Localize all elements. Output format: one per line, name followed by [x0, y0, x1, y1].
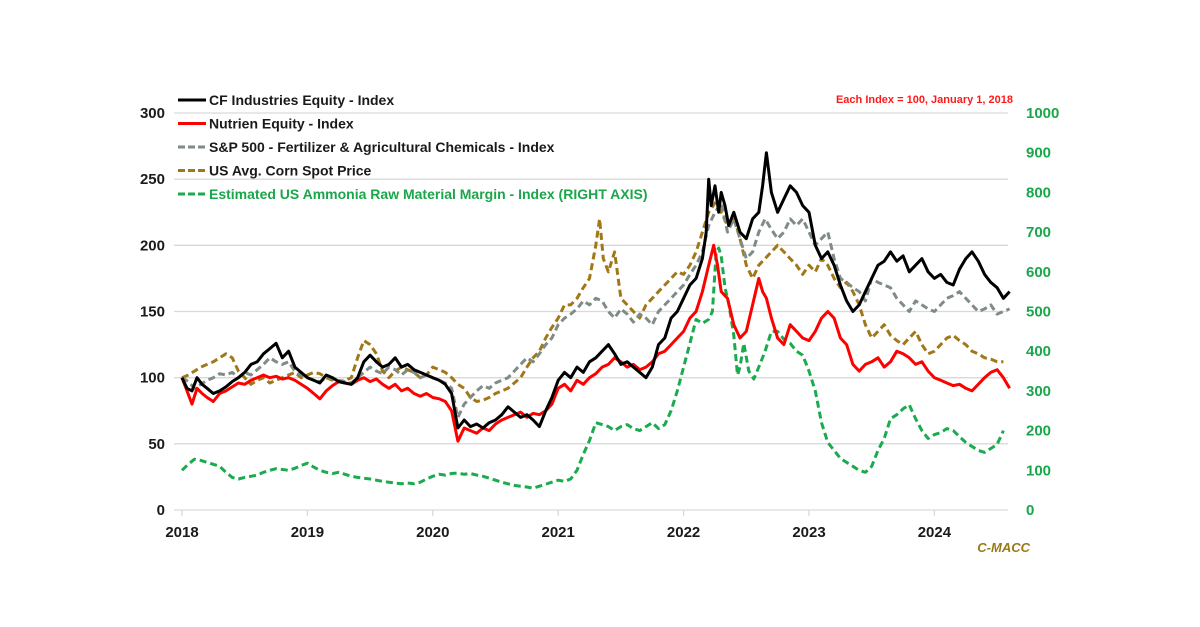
- right-axis-tick-label: 600: [1026, 264, 1051, 281]
- left-axis-tick-label: 100: [140, 370, 165, 387]
- right-axis-tick-label: 0: [1026, 502, 1034, 519]
- right-axis: 0 100 200 300 400 500 600 700 800 900 1000: [1026, 105, 1059, 519]
- x-axis-tick-label: 2020: [416, 524, 449, 541]
- x-axis-tick-label: 2023: [792, 524, 825, 541]
- left-axis-tick-label: 200: [140, 237, 165, 254]
- left-axis-tick-label: 150: [140, 304, 165, 321]
- right-axis-tick-label: 500: [1026, 304, 1051, 321]
- x-axis-tick-label: 2022: [667, 524, 700, 541]
- legend-label: CF Industries Equity - Index: [209, 92, 394, 108]
- series-line-ammonia-margin: [180, 246, 1005, 490]
- x-axis: 2018 2019 2020 2021 2022 2023 2024: [165, 510, 952, 541]
- legend-label: S&P 500 - Fertilizer & Agricultural Chem…: [209, 139, 555, 155]
- left-axis-tick-label: 50: [148, 436, 165, 453]
- series-line-cf-industries: [180, 151, 1011, 430]
- index-base-annotation: Each Index = 100, January 1, 2018: [836, 94, 1013, 106]
- left-axis-tick-label: 300: [140, 105, 165, 122]
- right-axis-tick-label: 800: [1026, 184, 1051, 201]
- right-axis-tick-label: 100: [1026, 462, 1051, 479]
- source-label: C-MACC: [977, 540, 1030, 555]
- right-axis-tick-label: 900: [1026, 145, 1051, 162]
- right-axis-tick-label: 300: [1026, 383, 1051, 400]
- legend-label: US Avg. Corn Spot Price: [209, 163, 372, 179]
- legend-label: Nutrien Equity - Index: [209, 116, 354, 132]
- left-axis: 0 50 100 150 200 250 300: [140, 105, 165, 519]
- x-axis-tick-label: 2021: [542, 524, 575, 541]
- x-axis-tick-label: 2019: [291, 524, 324, 541]
- x-axis-tick-label: 2018: [165, 524, 198, 541]
- left-axis-tick-label: 0: [157, 502, 165, 519]
- right-axis-tick-label: 400: [1026, 343, 1051, 360]
- legend-label: Estimated US Ammonia Raw Material Margin…: [209, 186, 647, 202]
- x-axis-tick-label: 2024: [918, 524, 952, 541]
- left-axis-tick-label: 250: [140, 171, 165, 188]
- legend: CF Industries Equity - Index Nutrien Equi…: [178, 92, 647, 202]
- right-axis-tick-label: 200: [1026, 423, 1051, 440]
- right-axis-tick-label: 1000: [1026, 105, 1059, 122]
- series-line-nutrien: [180, 243, 1011, 443]
- series-layer: [180, 151, 1011, 490]
- right-axis-tick-label: 700: [1026, 224, 1051, 241]
- series-line-corn-spot-price: [181, 201, 1004, 403]
